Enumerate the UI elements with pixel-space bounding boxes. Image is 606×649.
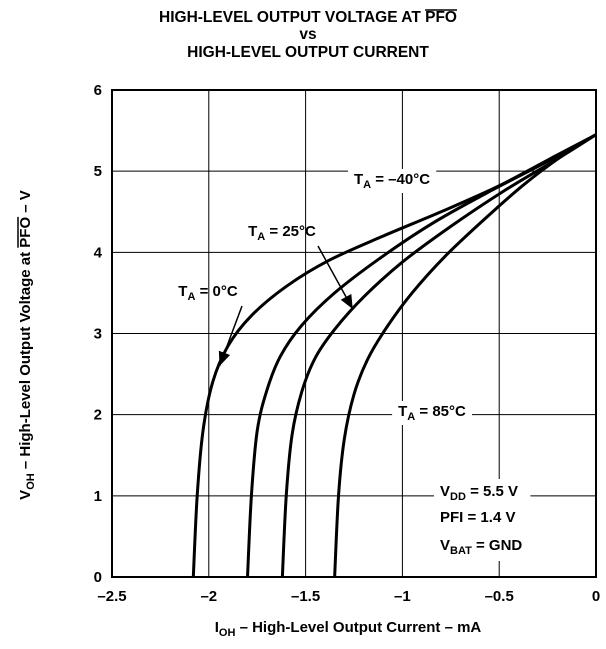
label-ta-25-arrow	[340, 293, 353, 310]
y-tick-label: 3	[94, 326, 102, 343]
conditions-box: VDD = 5.5 V PFI = 1.4 V VBAT = GND	[434, 479, 531, 561]
condition-pfi: PFI = 1.4 V	[440, 509, 515, 526]
label-ta-25-text: TA = 25°C	[248, 223, 316, 243]
label-ta-85-text: TA = 85°C	[398, 403, 466, 423]
y-tick-label: 6	[94, 82, 102, 99]
label-knockout	[347, 169, 437, 193]
y-tick-label: 1	[94, 488, 102, 505]
x-tick-label: –0.5	[485, 588, 514, 605]
y-tick-label: 4	[94, 244, 103, 261]
x-axis-label: IOH – High-Level Output Current – mA	[215, 619, 482, 639]
title-line-2: vs	[299, 26, 316, 43]
series-line-3	[333, 133, 597, 578]
x-tick-label: –2.5	[97, 588, 126, 605]
plot-frame	[111, 89, 597, 578]
title-line-3: HIGH-LEVEL OUTPUT CURRENT	[187, 44, 429, 61]
title-line-1: HIGH-LEVEL OUTPUT VOLTAGE AT PFO	[159, 9, 457, 26]
x-tick-label: 0	[592, 588, 600, 605]
conditions-background	[434, 479, 531, 561]
label-ta-0: TA = 0°C	[178, 283, 243, 367]
label-ta-25: TA = 25°C	[248, 223, 354, 310]
y-tick-label: 5	[94, 163, 102, 180]
label-knockout	[392, 401, 473, 425]
series-line-0	[191, 133, 597, 578]
label-ta-minus40-text: TA = –40°C	[354, 171, 430, 191]
title-overlined-pfo: PFO	[425, 9, 457, 26]
x-tick-label: –2	[200, 588, 217, 605]
label-ta-0-arrow	[218, 350, 231, 366]
axis-ticks: –2.5 –2 –1.5 –1 –0.5 0 0 1 2 3 4 5 6	[94, 82, 601, 605]
y-tick-label: 0	[94, 569, 102, 586]
chart-title: HIGH-LEVEL OUTPUT VOLTAGE AT PFO vs HIGH…	[159, 9, 457, 61]
label-ta-minus40: TA = –40°C	[347, 169, 437, 193]
series-labels: TA = –40°C TA = 85°C TA = 25°C TA = 0°C	[178, 169, 473, 425]
x-tick-label: –1	[394, 588, 411, 605]
label-ta-0-text: TA = 0°C	[178, 283, 238, 303]
label-ta-85: TA = 85°C	[392, 401, 473, 425]
y-tick-label: 2	[94, 407, 102, 424]
condition-vbat: VBAT = GND	[440, 537, 522, 557]
x-tick-label: –1.5	[291, 588, 320, 605]
series-line-2	[280, 133, 597, 578]
y-axis-label: VOH – High-Level Output Voltage at PFO –…	[17, 190, 37, 500]
series-line-1	[246, 133, 597, 578]
series-lines	[191, 133, 597, 578]
condition-vdd: VDD = 5.5 V	[440, 483, 518, 503]
